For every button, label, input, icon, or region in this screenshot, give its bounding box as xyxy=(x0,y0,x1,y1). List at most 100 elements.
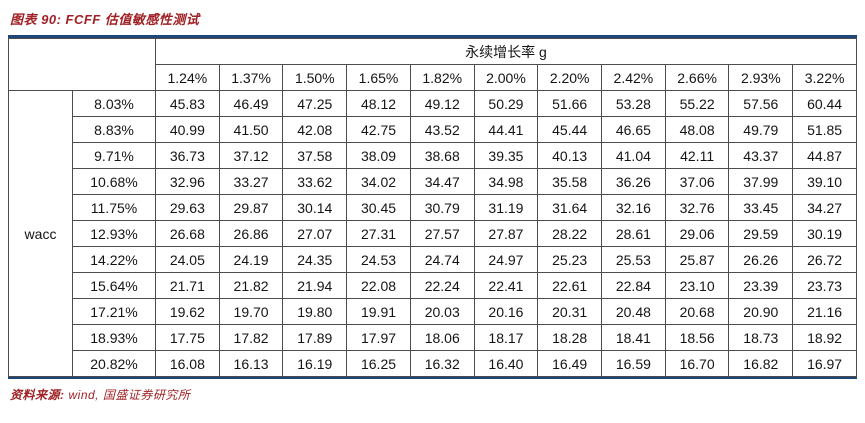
value-cell: 25.87 xyxy=(664,246,730,273)
bottom-rule xyxy=(8,377,857,379)
value-cell: 30.14 xyxy=(282,194,348,221)
table-row: 17.21% 19.62 19.70 19.80 19.91 20.03 20.16 20.3… xyxy=(9,298,857,325)
value-cell: 45.44 xyxy=(537,116,603,143)
value-cell: 28.22 xyxy=(537,220,603,247)
value-cell: 37.06 xyxy=(664,168,730,195)
value-cell: 31.19 xyxy=(473,194,539,221)
value-cell: 22.41 xyxy=(473,272,539,299)
value-cell: 18.06 xyxy=(409,324,475,351)
value-cell: 29.63 xyxy=(155,194,220,221)
value-cell: 17.82 xyxy=(218,324,284,351)
table-row: 15.64% 21.71 21.82 21.94 22.08 22.24 22.41 22.6… xyxy=(9,272,857,299)
row-header: 14.22% xyxy=(72,246,156,273)
value-cell: 16.19 xyxy=(282,350,348,377)
value-cell: 20.31 xyxy=(537,298,603,325)
row-group-label: wacc xyxy=(8,90,73,377)
value-cell: 19.70 xyxy=(218,298,284,325)
source-text: wind, 国盛证券研究所 xyxy=(68,388,191,402)
row-header: 11.75% xyxy=(72,194,156,221)
row-header: 8.03% xyxy=(72,90,156,117)
value-cell: 34.98 xyxy=(473,168,539,195)
value-cell: 18.56 xyxy=(664,324,730,351)
value-cell: 19.80 xyxy=(282,298,348,325)
value-cell: 41.04 xyxy=(601,142,666,169)
value-cell: 36.26 xyxy=(601,168,666,195)
table-row: 20.82% 16.08 16.13 16.19 16.25 16.32 16.40 16.4… xyxy=(9,350,857,377)
value-cell: 20.68 xyxy=(664,298,730,325)
table-row: 9.71% 36.73 37.12 37.58 38.09 38.68 39.35 40.13… xyxy=(9,142,857,169)
col-header: 2.93% xyxy=(728,64,794,91)
value-cell: 48.08 xyxy=(664,116,730,143)
value-cell: 16.25 xyxy=(346,350,411,377)
row-header: 8.83% xyxy=(72,116,156,143)
value-cell: 25.23 xyxy=(537,246,603,273)
value-cell: 37.12 xyxy=(218,142,284,169)
col-header: 2.42% xyxy=(601,64,666,91)
value-cell: 23.10 xyxy=(664,272,730,299)
row-header: 10.68% xyxy=(72,168,156,195)
value-cell: 20.03 xyxy=(409,298,475,325)
value-cell: 38.68 xyxy=(409,142,475,169)
table-row: 14.22% 24.05 24.19 24.35 24.53 24.74 24.97 25.2… xyxy=(9,246,857,273)
value-cell: 49.12 xyxy=(409,90,475,117)
value-cell: 24.97 xyxy=(473,246,539,273)
value-cell: 35.58 xyxy=(537,168,603,195)
value-cell: 33.62 xyxy=(282,168,348,195)
value-cell: 17.89 xyxy=(282,324,348,351)
value-cell: 34.02 xyxy=(346,168,411,195)
value-cell: 32.76 xyxy=(664,194,730,221)
value-cell: 26.68 xyxy=(155,220,220,247)
value-cell: 20.90 xyxy=(728,298,794,325)
value-cell: 34.27 xyxy=(792,194,857,221)
value-cell: 60.44 xyxy=(792,90,857,117)
value-cell: 45.83 xyxy=(155,90,220,117)
row-header: 20.82% xyxy=(72,350,156,377)
value-cell: 32.16 xyxy=(601,194,666,221)
value-cell: 42.08 xyxy=(282,116,348,143)
value-cell: 25.53 xyxy=(601,246,666,273)
value-cell: 41.50 xyxy=(218,116,284,143)
value-cell: 55.22 xyxy=(664,90,730,117)
row-header: 15.64% xyxy=(72,272,156,299)
value-cell: 21.16 xyxy=(792,298,857,325)
row-header: 12.93% xyxy=(72,220,156,247)
value-cell: 16.08 xyxy=(155,350,220,377)
col-header: 2.66% xyxy=(664,64,730,91)
value-cell: 39.35 xyxy=(473,142,539,169)
corner-cell xyxy=(8,38,156,91)
value-cell: 32.96 xyxy=(155,168,220,195)
value-cell: 37.58 xyxy=(282,142,348,169)
value-cell: 29.06 xyxy=(664,220,730,247)
value-cell: 46.65 xyxy=(601,116,666,143)
value-cell: 24.35 xyxy=(282,246,348,273)
value-cell: 26.72 xyxy=(792,246,857,273)
value-cell: 24.19 xyxy=(218,246,284,273)
table-row: 11.75% 29.63 29.87 30.14 30.45 30.79 31.19 31.6… xyxy=(9,194,857,221)
value-cell: 37.99 xyxy=(728,168,794,195)
value-cell: 22.24 xyxy=(409,272,475,299)
value-cell: 18.17 xyxy=(473,324,539,351)
table-row: 12.93% 26.68 26.86 27.07 27.31 27.57 27.87 28.2… xyxy=(9,220,857,247)
value-cell: 51.85 xyxy=(792,116,857,143)
value-cell: 18.92 xyxy=(792,324,857,351)
value-cell: 26.86 xyxy=(218,220,284,247)
value-cell: 20.48 xyxy=(601,298,666,325)
value-cell: 38.09 xyxy=(346,142,411,169)
value-cell: 29.87 xyxy=(218,194,284,221)
value-cell: 19.62 xyxy=(155,298,220,325)
value-cell: 53.28 xyxy=(601,90,666,117)
col-header: 2.20% xyxy=(537,64,603,91)
col-header: 2.00% xyxy=(473,64,539,91)
value-cell: 42.75 xyxy=(346,116,411,143)
value-cell: 49.79 xyxy=(728,116,794,143)
figure-source: 资料来源: wind, 国盛证券研究所 xyxy=(10,386,865,403)
value-cell: 27.57 xyxy=(409,220,475,247)
figure-title: 图表 90: FCFF 估值敏感性测试 xyxy=(10,12,200,27)
sensitivity-table: 永续增长率 g 1.24% 1.37% 1.50% 1.65% 1.82% 2.00% 2.2… xyxy=(8,38,857,377)
value-cell: 44.41 xyxy=(473,116,539,143)
value-cell: 33.27 xyxy=(218,168,284,195)
value-cell: 21.71 xyxy=(155,272,220,299)
value-cell: 57.56 xyxy=(728,90,794,117)
value-cell: 17.97 xyxy=(346,324,411,351)
value-cell: 47.25 xyxy=(282,90,348,117)
